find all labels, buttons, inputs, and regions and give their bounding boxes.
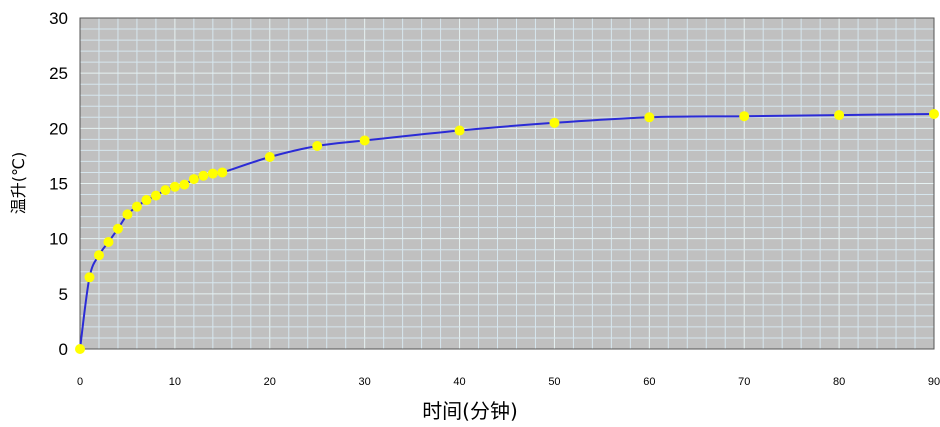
data-point	[131, 201, 142, 212]
x-axis-label: 时间(分钟)	[422, 399, 518, 423]
data-point	[169, 181, 180, 192]
x-tick-label: 40	[453, 376, 465, 388]
data-point	[179, 179, 190, 190]
data-point	[739, 111, 750, 122]
data-point	[312, 140, 323, 151]
y-tick-label: 5	[59, 285, 68, 304]
x-tick-label: 10	[169, 376, 181, 388]
x-tick-label: 60	[643, 376, 655, 388]
data-point	[217, 167, 228, 178]
data-point	[160, 185, 171, 196]
data-point	[84, 272, 95, 283]
data-point	[112, 223, 123, 234]
data-point	[834, 110, 845, 121]
y-tick-label: 25	[49, 64, 68, 83]
data-point	[644, 112, 655, 123]
data-markers	[75, 108, 939, 354]
y-tick-label: 10	[49, 230, 68, 249]
y-tick-labels: 0 5 10 15 20 25 30	[49, 9, 68, 359]
x-tick-labels: 0 10 20 30 40 50 60 70 80 90	[77, 376, 940, 388]
y-tick-label: 30	[49, 9, 68, 28]
data-point	[141, 195, 152, 206]
data-point	[122, 209, 133, 220]
data-point	[207, 168, 218, 179]
x-tick-label: 90	[928, 376, 940, 388]
y-axis-label: 温升(℃)	[9, 152, 28, 214]
x-tick-label: 20	[264, 376, 276, 388]
data-point	[75, 344, 85, 354]
grid-lines	[80, 18, 934, 349]
data-point	[93, 250, 104, 261]
x-tick-label: 0	[77, 376, 83, 388]
x-tick-label: 70	[738, 376, 750, 388]
data-point	[454, 125, 465, 136]
plot-frame	[79, 17, 935, 350]
data-point	[359, 135, 370, 146]
data-point	[198, 170, 209, 181]
data-point	[264, 152, 275, 163]
data-point	[549, 117, 560, 128]
x-tick-label: 50	[548, 376, 560, 388]
y-tick-label: 0	[59, 340, 68, 359]
x-tick-label: 30	[359, 376, 371, 388]
y-tick-label: 20	[49, 119, 68, 138]
x-tick-label: 80	[833, 376, 845, 388]
data-point	[929, 108, 939, 119]
y-tick-label: 15	[49, 175, 68, 194]
data-point	[103, 236, 114, 247]
data-point	[150, 190, 161, 201]
data-point	[188, 174, 199, 185]
